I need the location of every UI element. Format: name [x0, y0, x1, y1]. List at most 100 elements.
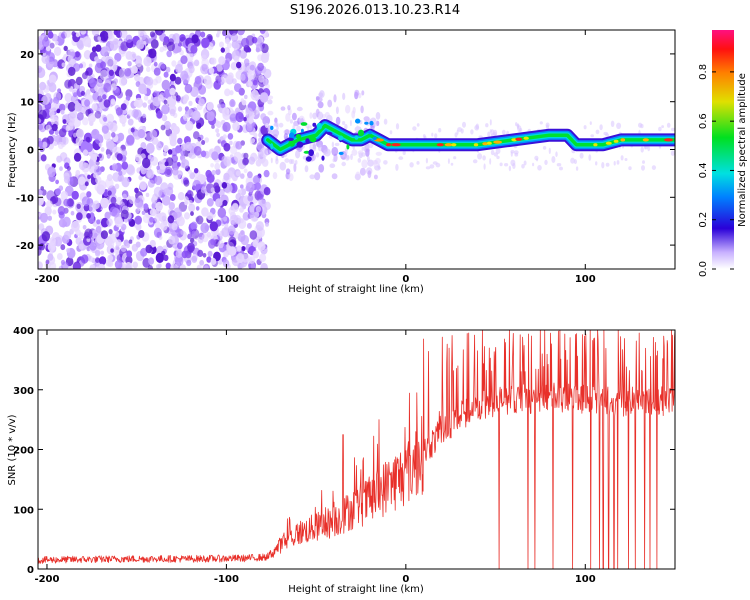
- noise-blob: [142, 113, 146, 119]
- noise-blob: [145, 192, 150, 198]
- noise-blob: [114, 216, 124, 228]
- noise-blob: [233, 151, 242, 162]
- noise-blob: [88, 63, 93, 68]
- halo-blob: [493, 129, 498, 137]
- noise-blob: [129, 196, 136, 205]
- transition-blob: [298, 115, 305, 123]
- noise-blob: [228, 246, 237, 257]
- noise-blob: [224, 88, 231, 97]
- figure-title: S196.2026.013.10.23.R14: [290, 3, 460, 18]
- halo-blob: [361, 152, 366, 157]
- y-tick-label: 300: [13, 386, 34, 397]
- noise-blob: [245, 107, 253, 117]
- halo-blob: [317, 144, 323, 152]
- noise-blob: [250, 89, 260, 101]
- noise-blob: [53, 96, 60, 105]
- noise-blob: [216, 63, 224, 72]
- noise-blob: [102, 94, 107, 100]
- noise-blob: [39, 81, 47, 91]
- noise-blob: [47, 253, 54, 261]
- halo-blob: [616, 160, 620, 165]
- noise-blob: [76, 212, 83, 221]
- noise-blob: [181, 73, 190, 84]
- halo-blob: [661, 125, 664, 129]
- halo-blob: [548, 147, 551, 154]
- halo-blob: [482, 155, 486, 161]
- halo-blob: [513, 150, 519, 155]
- noise-blob: [133, 109, 142, 120]
- colorbar-tick-label: 0.6: [698, 113, 709, 129]
- noise-blob: [220, 47, 225, 53]
- halo-blob: [616, 122, 622, 129]
- halo-blob: [671, 127, 675, 132]
- noise-blob: [38, 196, 44, 206]
- noise-blob: [121, 161, 129, 170]
- noise-blob: [186, 259, 192, 267]
- noise-blob: [236, 61, 242, 69]
- noise-blob: [115, 231, 120, 238]
- noise-blob: [49, 261, 57, 269]
- noise-blob: [248, 117, 254, 124]
- noise-blob: [262, 116, 271, 126]
- noise-blob: [243, 168, 248, 174]
- noise-blob: [243, 152, 249, 160]
- noise-blob: [73, 92, 78, 98]
- noise-blob: [173, 207, 182, 218]
- noise-blob: [249, 64, 255, 71]
- noise-blob: [142, 102, 147, 108]
- noise-blob: [192, 179, 202, 191]
- transition-blob: [372, 160, 379, 165]
- noise-blob: [48, 82, 57, 93]
- transition-clump: [300, 122, 308, 126]
- halo-blob: [579, 152, 584, 159]
- colorbar-label: Normalized spectral amplitude: [737, 73, 748, 227]
- noise-blob: [234, 83, 242, 93]
- noise-blob: [180, 230, 185, 236]
- transition-blob: [345, 104, 351, 114]
- noise-blob: [171, 223, 178, 231]
- snr-y-ticks: 0 100 200 300 400: [13, 326, 675, 576]
- noise-blob: [134, 197, 144, 208]
- noise-blob: [194, 168, 199, 174]
- noise-blob: [84, 228, 93, 239]
- ridge-hot-core: [444, 143, 453, 147]
- noise-blob: [58, 128, 67, 138]
- noise-blob: [136, 39, 145, 50]
- halo-blob: [434, 133, 438, 139]
- noise-blob: [258, 137, 262, 143]
- noise-blob: [107, 239, 115, 248]
- noise-blob: [246, 181, 255, 193]
- y-tick-label: 10: [20, 98, 34, 109]
- transition-blob: [331, 146, 339, 156]
- noise-blob: [119, 30, 128, 39]
- noise-blob: [106, 153, 111, 159]
- noise-blob: [168, 235, 176, 245]
- noise-blob: [94, 56, 99, 62]
- noise-blob: [76, 112, 84, 121]
- noise-blob: [81, 196, 90, 207]
- noise-blob: [60, 244, 66, 251]
- halo-blob: [284, 158, 290, 163]
- ridge-hot-core: [605, 141, 612, 145]
- noise-blob: [135, 81, 141, 87]
- noise-blob: [66, 248, 71, 253]
- halo-blob: [438, 128, 442, 133]
- noise-blob: [211, 169, 216, 176]
- halo-blob: [402, 150, 406, 155]
- noise-blob: [125, 264, 132, 269]
- noise-blob: [106, 218, 113, 227]
- transition-blob: [287, 105, 291, 111]
- noise-blob: [153, 67, 161, 76]
- noise-blob: [126, 165, 136, 176]
- noise-blob: [140, 142, 147, 149]
- transition-clump: [305, 156, 312, 162]
- noise-blob: [148, 171, 153, 177]
- halo-blob: [613, 161, 616, 166]
- noise-blob: [222, 107, 230, 117]
- colorbar-tick-label: 0.0: [698, 261, 709, 277]
- noise-blob: [95, 257, 100, 263]
- noise-blob: [84, 181, 89, 187]
- noise-blob: [41, 231, 51, 242]
- noise-blob: [110, 196, 117, 204]
